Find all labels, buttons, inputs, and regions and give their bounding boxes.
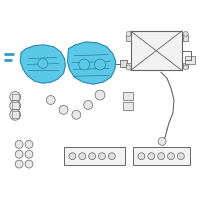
- Circle shape: [69, 153, 76, 160]
- FancyBboxPatch shape: [123, 92, 133, 100]
- Circle shape: [72, 110, 81, 119]
- FancyBboxPatch shape: [126, 35, 131, 41]
- Circle shape: [25, 150, 33, 158]
- Circle shape: [38, 59, 48, 68]
- FancyBboxPatch shape: [133, 147, 190, 165]
- Circle shape: [15, 160, 23, 168]
- Circle shape: [89, 153, 96, 160]
- Circle shape: [79, 153, 86, 160]
- Circle shape: [108, 153, 115, 160]
- Circle shape: [126, 65, 131, 70]
- Circle shape: [95, 90, 105, 100]
- Polygon shape: [67, 42, 116, 84]
- Circle shape: [10, 100, 21, 111]
- FancyBboxPatch shape: [183, 63, 188, 68]
- Circle shape: [10, 92, 21, 102]
- Circle shape: [95, 59, 105, 70]
- Circle shape: [138, 153, 145, 160]
- Circle shape: [84, 100, 93, 109]
- FancyBboxPatch shape: [64, 147, 125, 165]
- FancyBboxPatch shape: [126, 63, 131, 68]
- Circle shape: [46, 96, 55, 104]
- Circle shape: [15, 140, 23, 148]
- Circle shape: [59, 105, 68, 114]
- Circle shape: [99, 153, 105, 160]
- Circle shape: [158, 137, 166, 145]
- Circle shape: [177, 153, 184, 160]
- Circle shape: [183, 65, 188, 70]
- Circle shape: [126, 31, 131, 36]
- FancyBboxPatch shape: [183, 35, 188, 41]
- Circle shape: [15, 150, 23, 158]
- FancyBboxPatch shape: [123, 102, 133, 110]
- Circle shape: [10, 109, 21, 120]
- Circle shape: [25, 140, 33, 148]
- FancyBboxPatch shape: [120, 60, 127, 67]
- FancyBboxPatch shape: [131, 31, 182, 70]
- Circle shape: [79, 59, 90, 70]
- Circle shape: [25, 160, 33, 168]
- Circle shape: [158, 153, 165, 160]
- Circle shape: [148, 153, 155, 160]
- FancyBboxPatch shape: [185, 56, 195, 64]
- Polygon shape: [20, 45, 65, 83]
- Circle shape: [168, 153, 174, 160]
- Circle shape: [183, 31, 188, 36]
